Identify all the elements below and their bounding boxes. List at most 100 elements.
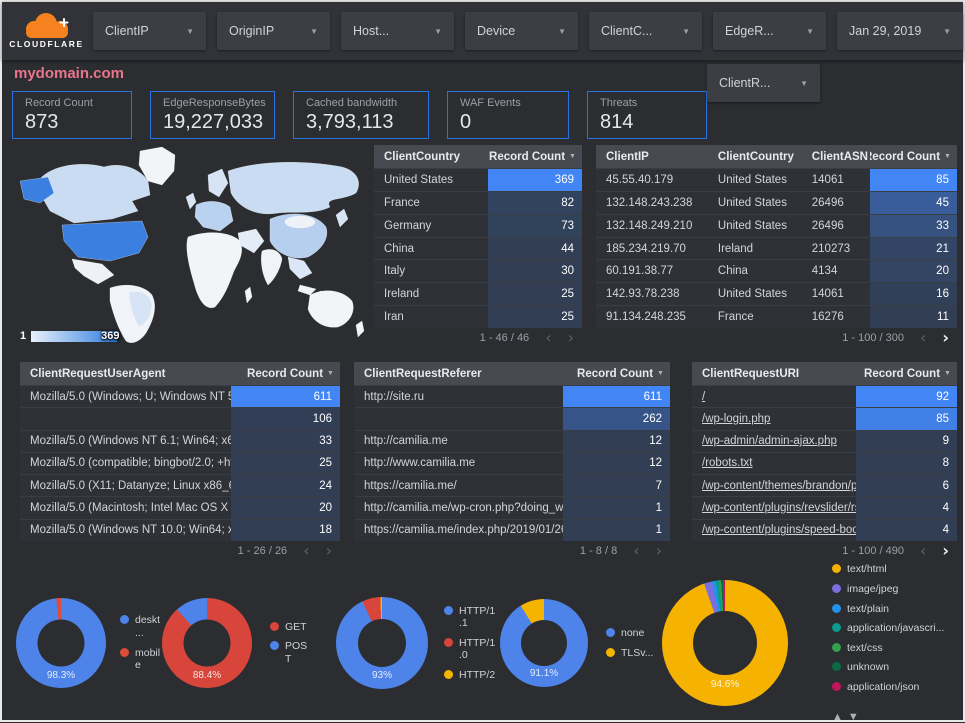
world-map[interactable] xyxy=(12,145,368,348)
cell-value: 25 xyxy=(319,457,332,470)
record-count-cell: 30 xyxy=(488,260,582,283)
legend-item-application-javascri[interactable]: application/javascri... xyxy=(832,622,944,635)
legend-item-unknown[interactable]: unknown xyxy=(832,661,944,674)
table-cell[interactable]: /robots.txt xyxy=(692,453,856,474)
next-page-button[interactable]: › xyxy=(942,328,949,347)
cell-value: Mozilla/5.0 (Macintosh; Intel Mac OS X 1… xyxy=(30,502,231,515)
record-count-cell: 12 xyxy=(562,430,670,452)
scorecard-value: 3,793,113 xyxy=(306,111,394,133)
donut-hole xyxy=(693,611,757,675)
table-row: 132.148.249.210 United States 26496 33 xyxy=(596,213,957,237)
legend-item-http-2[interactable]: HTTP/2 xyxy=(444,669,498,682)
legend-label: text/html xyxy=(847,563,887,576)
record-count-cell: 85 xyxy=(870,169,957,191)
column-header-label: ClientCountry xyxy=(384,150,461,163)
legend-item-application-json[interactable]: application/json xyxy=(832,681,944,694)
cell-value: /wp-content/plugins/speed-booste... xyxy=(702,524,857,537)
column-header-record-count[interactable]: Record Count ▼ xyxy=(231,362,340,385)
filter-label: Jan 29, 2019 xyxy=(849,24,922,38)
table-cell: 60.191.38.77 xyxy=(596,260,708,282)
donut-chart-content-type[interactable]: 94.6% xyxy=(662,580,788,706)
column-header-clientrequestreferer[interactable]: ClientRequestReferer xyxy=(354,362,563,385)
cell-value: 14061 xyxy=(811,173,844,186)
table-cell[interactable]: /wp-admin/admin-ajax.php xyxy=(692,431,856,452)
legend-item-none[interactable]: none xyxy=(606,627,653,640)
record-count-cell: 106 xyxy=(231,408,340,430)
next-page-button: › xyxy=(655,541,662,560)
donut-cell-method: 88.4% GET POST xyxy=(162,568,312,718)
filter-edger[interactable]: EdgeR... ▼ xyxy=(713,12,826,50)
geo-map-panel: 1 369 xyxy=(12,145,368,348)
record-count-cell: 16 xyxy=(870,283,957,306)
cell-value: 132.148.243.238 xyxy=(606,196,693,209)
column-header-clientrequestuseragent[interactable]: ClientRequestUserAgent xyxy=(20,362,231,385)
table-cell: 14061 xyxy=(802,169,871,191)
table-cell: Mozilla/5.0 (Windows; U; Windows NT 5.1;… xyxy=(20,386,231,407)
table-cell[interactable]: /wp-login.php xyxy=(692,408,856,429)
column-header-record-count[interactable]: Record Count ▼ xyxy=(870,145,957,168)
next-page-button: › xyxy=(567,328,574,347)
cell-value: https://camilia.me/index.php/2019/01/26/… xyxy=(364,524,563,537)
page-range-label: 1 - 8 / 8 xyxy=(579,545,618,557)
column-header-clientcountry[interactable]: ClientCountry xyxy=(708,145,802,168)
legend-item-http-1-1[interactable]: HTTP/1.1 xyxy=(444,605,498,630)
chevron-down-icon: ▼ xyxy=(186,26,194,36)
table-cell: United States xyxy=(374,169,488,191)
column-header-clientcountry[interactable]: ClientCountry xyxy=(374,145,488,168)
legend-item-image-jpeg[interactable]: image/jpeg xyxy=(832,583,944,596)
legend-item-mobile[interactable]: mobile xyxy=(120,647,162,672)
legend-item-post[interactable]: POST xyxy=(270,640,312,665)
column-header-record-count[interactable]: Record Count ▼ xyxy=(488,145,582,168)
record-count-cell: 4 xyxy=(856,497,957,519)
next-page-button[interactable]: › xyxy=(942,541,949,560)
scorecard-label: Cached bandwidth xyxy=(306,97,398,109)
column-header-record-count[interactable]: Record Count ▼ xyxy=(563,362,670,385)
legend-item-get[interactable]: GET xyxy=(270,621,312,634)
table-cell[interactable]: /wp-content/plugins/revslider/rs-p... xyxy=(692,497,856,518)
column-header-clientip[interactable]: ClientIP xyxy=(596,145,708,168)
legend-color-dot xyxy=(444,637,453,647)
table-cell: 26496 xyxy=(802,192,871,214)
table-cell[interactable]: /wp-content/plugins/speed-booste... xyxy=(692,520,856,541)
legend-item-text-plain[interactable]: text/plain xyxy=(832,603,944,616)
cell-value: 25 xyxy=(561,288,574,301)
donut-chart-device[interactable]: 98.3% xyxy=(16,598,106,688)
legend-item-text-html[interactable]: text/html xyxy=(832,563,944,576)
table-row: Mozilla/5.0 (Windows NT 6.1; Win64; x64;… xyxy=(20,429,340,452)
filter-clientrequest[interactable]: ClientR... ▼ xyxy=(707,64,820,102)
legend-sort-arrows[interactable]: ▲▼ xyxy=(832,710,864,723)
table-row: http://www.camilia.me 12 xyxy=(354,451,670,475)
cell-value: /wp-login.php xyxy=(702,412,771,425)
filter-originip[interactable]: OriginIP ▼ xyxy=(217,12,330,50)
table-cell: Ireland xyxy=(708,238,802,260)
filter-host[interactable]: Host... ▼ xyxy=(341,12,454,50)
table-cell[interactable]: /wp-content/themes/brandon/plu... xyxy=(692,475,856,496)
donut-chart-http-version[interactable]: 93% xyxy=(336,597,428,689)
donut-chart-tls[interactable]: 91.1% xyxy=(500,599,588,687)
column-header-record-count[interactable]: Record Count ▼ xyxy=(856,362,957,385)
legend-item-http-1-0[interactable]: HTTP/1.0 xyxy=(444,637,498,662)
legend-item-deskt[interactable]: deskt... xyxy=(120,614,162,639)
legend-item-tlsv[interactable]: TLSv... xyxy=(606,647,653,660)
cell-value: 21 xyxy=(936,242,949,255)
record-count-cell: 8 xyxy=(856,452,957,475)
legend-item-text-css[interactable]: text/css xyxy=(832,642,944,655)
column-header-clientrequesturi[interactable]: ClientRequestURI xyxy=(692,362,856,385)
cell-value: France xyxy=(717,311,754,324)
cloudflare-logo-text: CLOUDFLARE xyxy=(9,39,84,49)
scorecard-label: EdgeResponseBytes xyxy=(163,97,266,109)
donut-chart-method[interactable]: 88.4% xyxy=(162,598,252,688)
table-row: https://camilia.me/index.php/2019/01/26/… xyxy=(354,518,670,541)
donut-percent-label: 88.4% xyxy=(192,670,222,681)
date-range-filter[interactable]: Jan 29, 2019 ▼ xyxy=(837,12,963,50)
column-header-clientasn[interactable]: ClientASN xyxy=(802,145,871,168)
cell-value: 4 xyxy=(942,524,949,537)
filter-clientc[interactable]: ClientC... ▼ xyxy=(589,12,702,50)
record-count-cell: 21 xyxy=(870,237,957,260)
table-cell[interactable]: / xyxy=(692,386,856,407)
filter-device[interactable]: Device ▼ xyxy=(465,12,578,50)
record-count-cell: 85 xyxy=(856,408,957,430)
filter-clientip[interactable]: ClientIP ▼ xyxy=(93,12,206,50)
cell-value: http://www.camilia.me xyxy=(364,457,476,470)
